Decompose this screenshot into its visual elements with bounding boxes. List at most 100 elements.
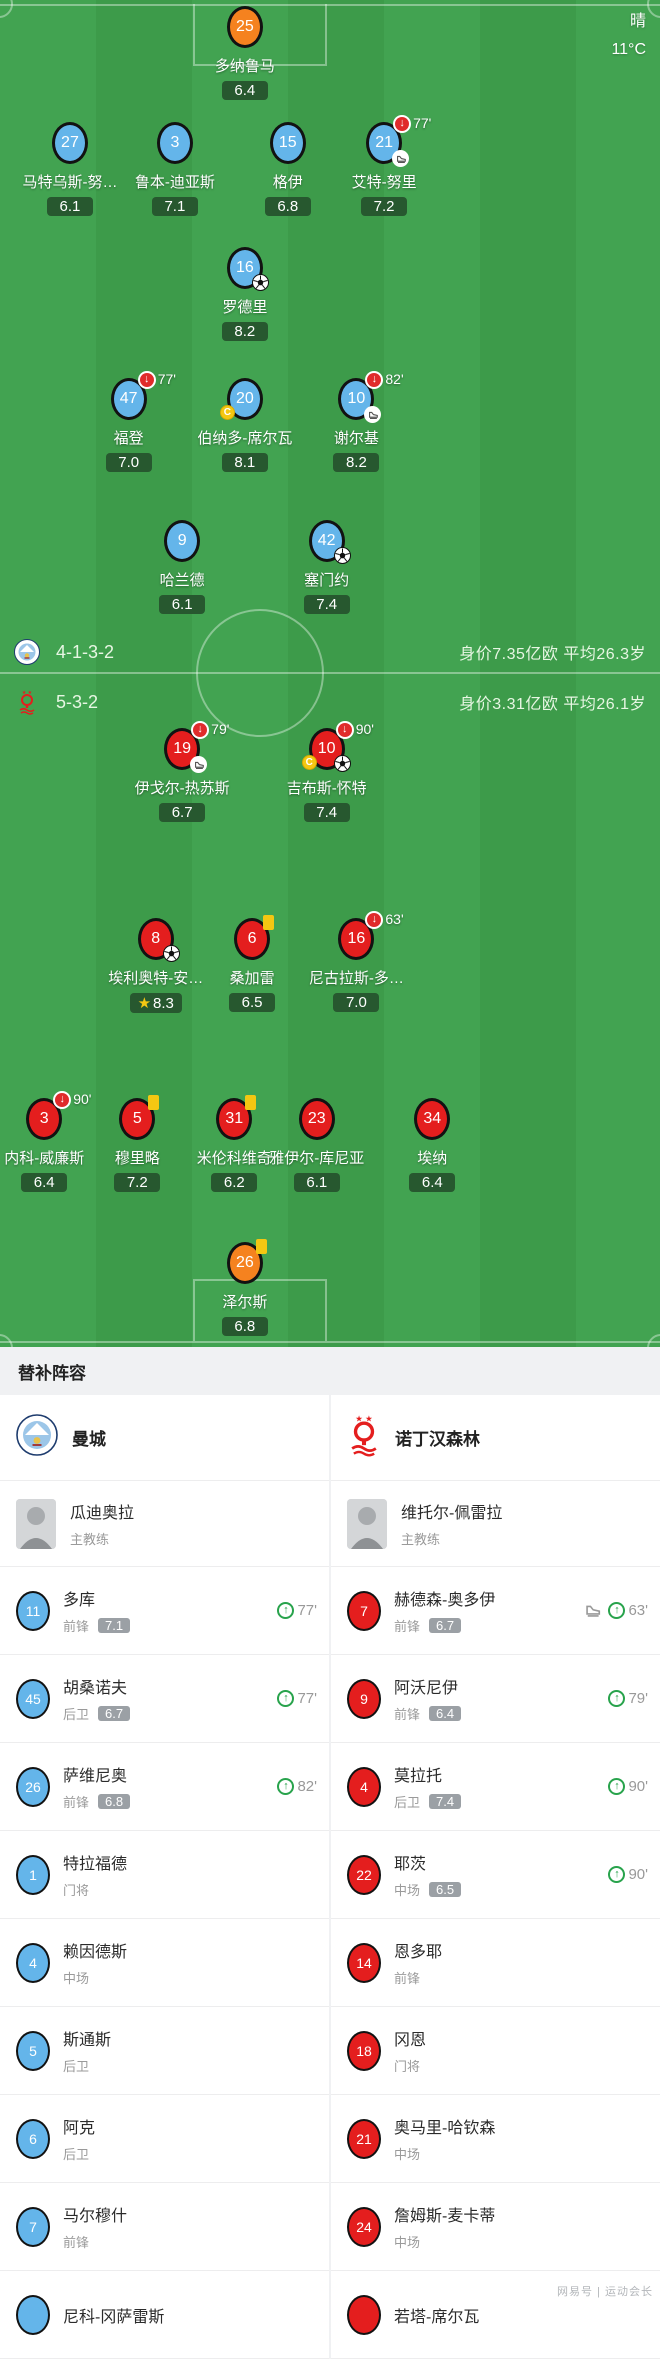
player-marker[interactable]: 3 90' 内科-威廉斯 6.4 — [0, 1091, 119, 1192]
sub-player-row[interactable]: 18 冈恩 门将 — [331, 2007, 660, 2095]
sub-player-row[interactable]: 45 胡桑诺夫 后卫 6.7 77' — [0, 1655, 329, 1743]
player-rating: 7.2 — [114, 1173, 161, 1192]
player-marker[interactable]: 23 雅伊尔-库尼亚 6.1 — [242, 1098, 392, 1192]
watermark: 网易号 | 运动会长 — [557, 2286, 653, 2298]
sub-player-row[interactable]: 21 奥马里-哈钦森 中场 — [331, 2095, 660, 2183]
away-coach-row[interactable]: 维托尔-佩雷拉 主教练 — [331, 1481, 660, 1567]
player-name: 米伦科维奇 — [196, 1150, 272, 1167]
sub-out-badge: 79' — [191, 721, 229, 739]
player-marker[interactable]: 26 泽尔斯 6.8 — [170, 1239, 320, 1336]
sub-player-row[interactable]: 14 恩多耶 前锋 — [331, 1919, 660, 2007]
player-marker[interactable]: 47 77' 福登 7.0 — [54, 371, 204, 472]
player-marker[interactable]: 34 埃纳 6.4 — [357, 1098, 507, 1192]
pitch-goal-line-bottom — [0, 1341, 660, 1343]
player-marker[interactable]: 10 82' 谢尔基 8.2 — [281, 371, 431, 472]
sub-player-rating: 6.8 — [98, 1794, 131, 1809]
sub-player-row[interactable]: 22 耶茨 中场 6.5 90' — [331, 1831, 660, 1919]
player-rating-value: 7.0 — [118, 454, 140, 471]
sub-out-badge: 82' — [365, 371, 404, 389]
player-marker[interactable]: 3 鲁本-迪亚斯 7.1 — [100, 122, 250, 216]
sub-player-row[interactable]: 4 赖因德斯 中场 — [0, 1919, 329, 2007]
sub-player-row[interactable]: 24 詹姆斯-麦卡蒂 中场 — [331, 2183, 660, 2271]
player-marker[interactable]: 9 哈兰德 6.1 — [107, 520, 257, 614]
sub-out-icon — [365, 911, 384, 929]
player-rating: 7.4 — [303, 595, 350, 614]
player-number: 3 — [170, 134, 180, 151]
player-marker[interactable]: 8 埃利奥特-安… 8.3 — [81, 918, 231, 1013]
away-team-row[interactable]: ★ ★ 诺丁汉森林 — [331, 1395, 660, 1481]
player-rating-value: 6.2 — [223, 1174, 245, 1191]
sub-player-name: 胡桑诺夫 — [63, 1680, 128, 1697]
sub-in-icon — [608, 1690, 626, 1707]
substitutes-section: 替补阵容 曼城 瓜迪奥拉 主教练 — [0, 1347, 660, 2359]
player-marker[interactable]: 16 63' 尼古拉斯-多… 7.0 — [281, 911, 431, 1012]
sub-player-row[interactable]: 1 特拉福德 门将 — [0, 1831, 329, 1919]
sub-player-name: 奥马里-哈钦森 — [394, 2120, 496, 2137]
sub-player-row[interactable]: 9 阿沃尼伊 前锋 6.4 79' — [331, 1655, 660, 1743]
player-rating: 7.4 — [303, 803, 350, 822]
player-rating: 6.4 — [221, 81, 268, 100]
player-rating-value: 6.4 — [33, 1174, 55, 1191]
player-marker[interactable]: 27 马特乌斯-努… 6.1 — [0, 122, 145, 216]
sub-player-row[interactable]: 5 斯通斯 后卫 — [0, 2007, 329, 2095]
away-coach-photo — [347, 1498, 387, 1549]
sub-player-position: 门将 — [394, 2059, 421, 2074]
player-marker[interactable]: 19 79' 伊戈尔-热苏斯 6.7 — [107, 721, 257, 822]
player-marker[interactable]: 25 多纳鲁马 6.4 — [170, 6, 320, 100]
sub-player-name: 阿克 — [63, 2120, 96, 2137]
sub-out-badge: 77' — [393, 115, 431, 133]
sub-player-name: 特拉福德 — [63, 1856, 128, 1873]
sub-player-rating: 6.7 — [98, 1706, 131, 1721]
player-shirt-circle: 23 — [298, 1098, 335, 1140]
sub-in-minute: 90' — [628, 1778, 648, 1795]
sub-out-minute: 90' — [73, 1091, 92, 1107]
sub-player-number: 9 — [347, 1678, 381, 1719]
home-value-age: 身价7.35亿欧 平均26.3岁 — [459, 646, 646, 663]
home-coach-row[interactable]: 瓜迪奥拉 主教练 — [0, 1481, 329, 1567]
player-name: 伊戈尔-热苏斯 — [134, 780, 230, 797]
sub-out-icon — [137, 371, 156, 389]
sub-in-icon — [277, 1602, 295, 1619]
sub-player-row[interactable]: 6 阿克 后卫 — [0, 2095, 329, 2183]
player-marker[interactable]: 10 90' 吉布斯-怀特 7.4 — [252, 721, 402, 822]
player-rating: 6.4 — [21, 1173, 68, 1192]
weather-condition: 晴 — [629, 13, 646, 30]
player-rating-value: 6.8 — [277, 198, 299, 215]
player-rating-value: 8.3 — [153, 995, 174, 1012]
player-marker[interactable]: 31 米伦科维奇 6.2 — [159, 1095, 309, 1192]
sub-player-row[interactable]: 26 萨维尼奥 前锋 6.8 82' — [0, 1743, 329, 1831]
sub-player-row[interactable]: 4 莫拉托 后卫 7.4 90' — [331, 1743, 660, 1831]
player-rating-value: 6.1 — [59, 198, 81, 215]
player-rating: 6.2 — [211, 1173, 258, 1192]
player-marker[interactable]: 15 格伊 6.8 — [213, 122, 363, 216]
player-marker[interactable]: 6 桑加雷 6.5 — [177, 915, 327, 1012]
player-name: 多纳鲁马 — [214, 58, 275, 75]
sub-player-row[interactable]: 11 多库 前锋 7.1 77' — [0, 1567, 329, 1655]
sub-out-minute: 63' — [385, 911, 404, 927]
pitch-center-circle — [196, 609, 324, 737]
away-coach-role: 主教练 — [401, 1532, 441, 1547]
away-team-name: 诺丁汉森林 — [395, 1430, 480, 1449]
home-team-row[interactable]: 曼城 — [0, 1395, 329, 1481]
player-rating-value: 8.2 — [345, 454, 367, 471]
sub-player-row[interactable]: 尼科-冈萨雷斯 — [0, 2271, 329, 2359]
sub-out-badge: 77' — [137, 371, 176, 389]
sub-player-number: 7 — [16, 2206, 50, 2247]
player-marker[interactable]: 5 穆里略 7.2 — [62, 1095, 212, 1192]
sub-in-info: 77' — [277, 1602, 317, 1619]
sub-player-row[interactable]: 7 赫德森-奥多伊 前锋 6.7 — [331, 1567, 660, 1655]
player-rating-value: 7.2 — [373, 198, 395, 215]
player-rating-value: 6.1 — [171, 596, 193, 613]
player-number: 31 — [225, 1110, 244, 1127]
sub-out-icon — [365, 371, 384, 389]
goal-ball-icon — [251, 274, 269, 291]
sub-in-icon — [277, 1690, 295, 1707]
match-lineup-page: { "weather": { "condition": "晴", "temper… — [0, 0, 660, 2305]
player-rating: 6.1 — [159, 595, 206, 614]
sub-player-name: 若塔-席尔瓦 — [394, 2308, 480, 2326]
player-marker[interactable]: 16 罗德里 8.2 — [170, 247, 320, 341]
sub-player-row[interactable]: 7 马尔穆什 前锋 — [0, 2183, 329, 2271]
player-marker[interactable]: 42 塞门约 7.4 — [252, 520, 402, 614]
player-marker[interactable]: 20 伯纳多-席尔瓦 8.1 — [170, 378, 320, 472]
player-marker[interactable]: 21 77' 艾特-努里 7.2 — [309, 115, 459, 216]
